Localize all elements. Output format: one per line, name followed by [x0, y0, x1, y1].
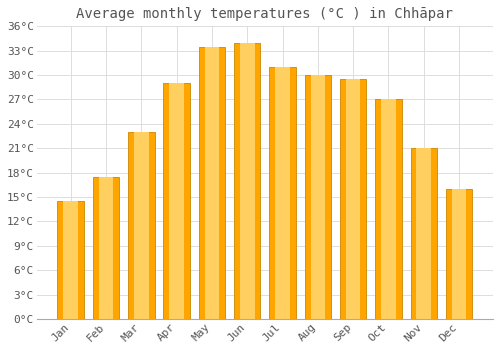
- Bar: [64, 201, 78, 319]
- Bar: [340, 79, 366, 319]
- Bar: [234, 43, 260, 319]
- Bar: [170, 83, 184, 319]
- Bar: [128, 132, 154, 319]
- Bar: [452, 189, 466, 319]
- Bar: [446, 189, 472, 319]
- Bar: [58, 201, 84, 319]
- Bar: [416, 148, 431, 319]
- Bar: [270, 67, 296, 319]
- Bar: [98, 177, 114, 319]
- Bar: [381, 99, 396, 319]
- Bar: [304, 75, 331, 319]
- Bar: [134, 132, 148, 319]
- Bar: [164, 83, 190, 319]
- Bar: [240, 43, 254, 319]
- Bar: [276, 67, 290, 319]
- Title: Average monthly temperatures (°C ) in Chhāpar: Average monthly temperatures (°C ) in Ch…: [76, 7, 454, 21]
- Bar: [93, 177, 120, 319]
- Bar: [204, 47, 219, 319]
- Bar: [375, 99, 402, 319]
- Bar: [410, 148, 437, 319]
- Bar: [346, 79, 360, 319]
- Bar: [310, 75, 325, 319]
- Bar: [198, 47, 225, 319]
